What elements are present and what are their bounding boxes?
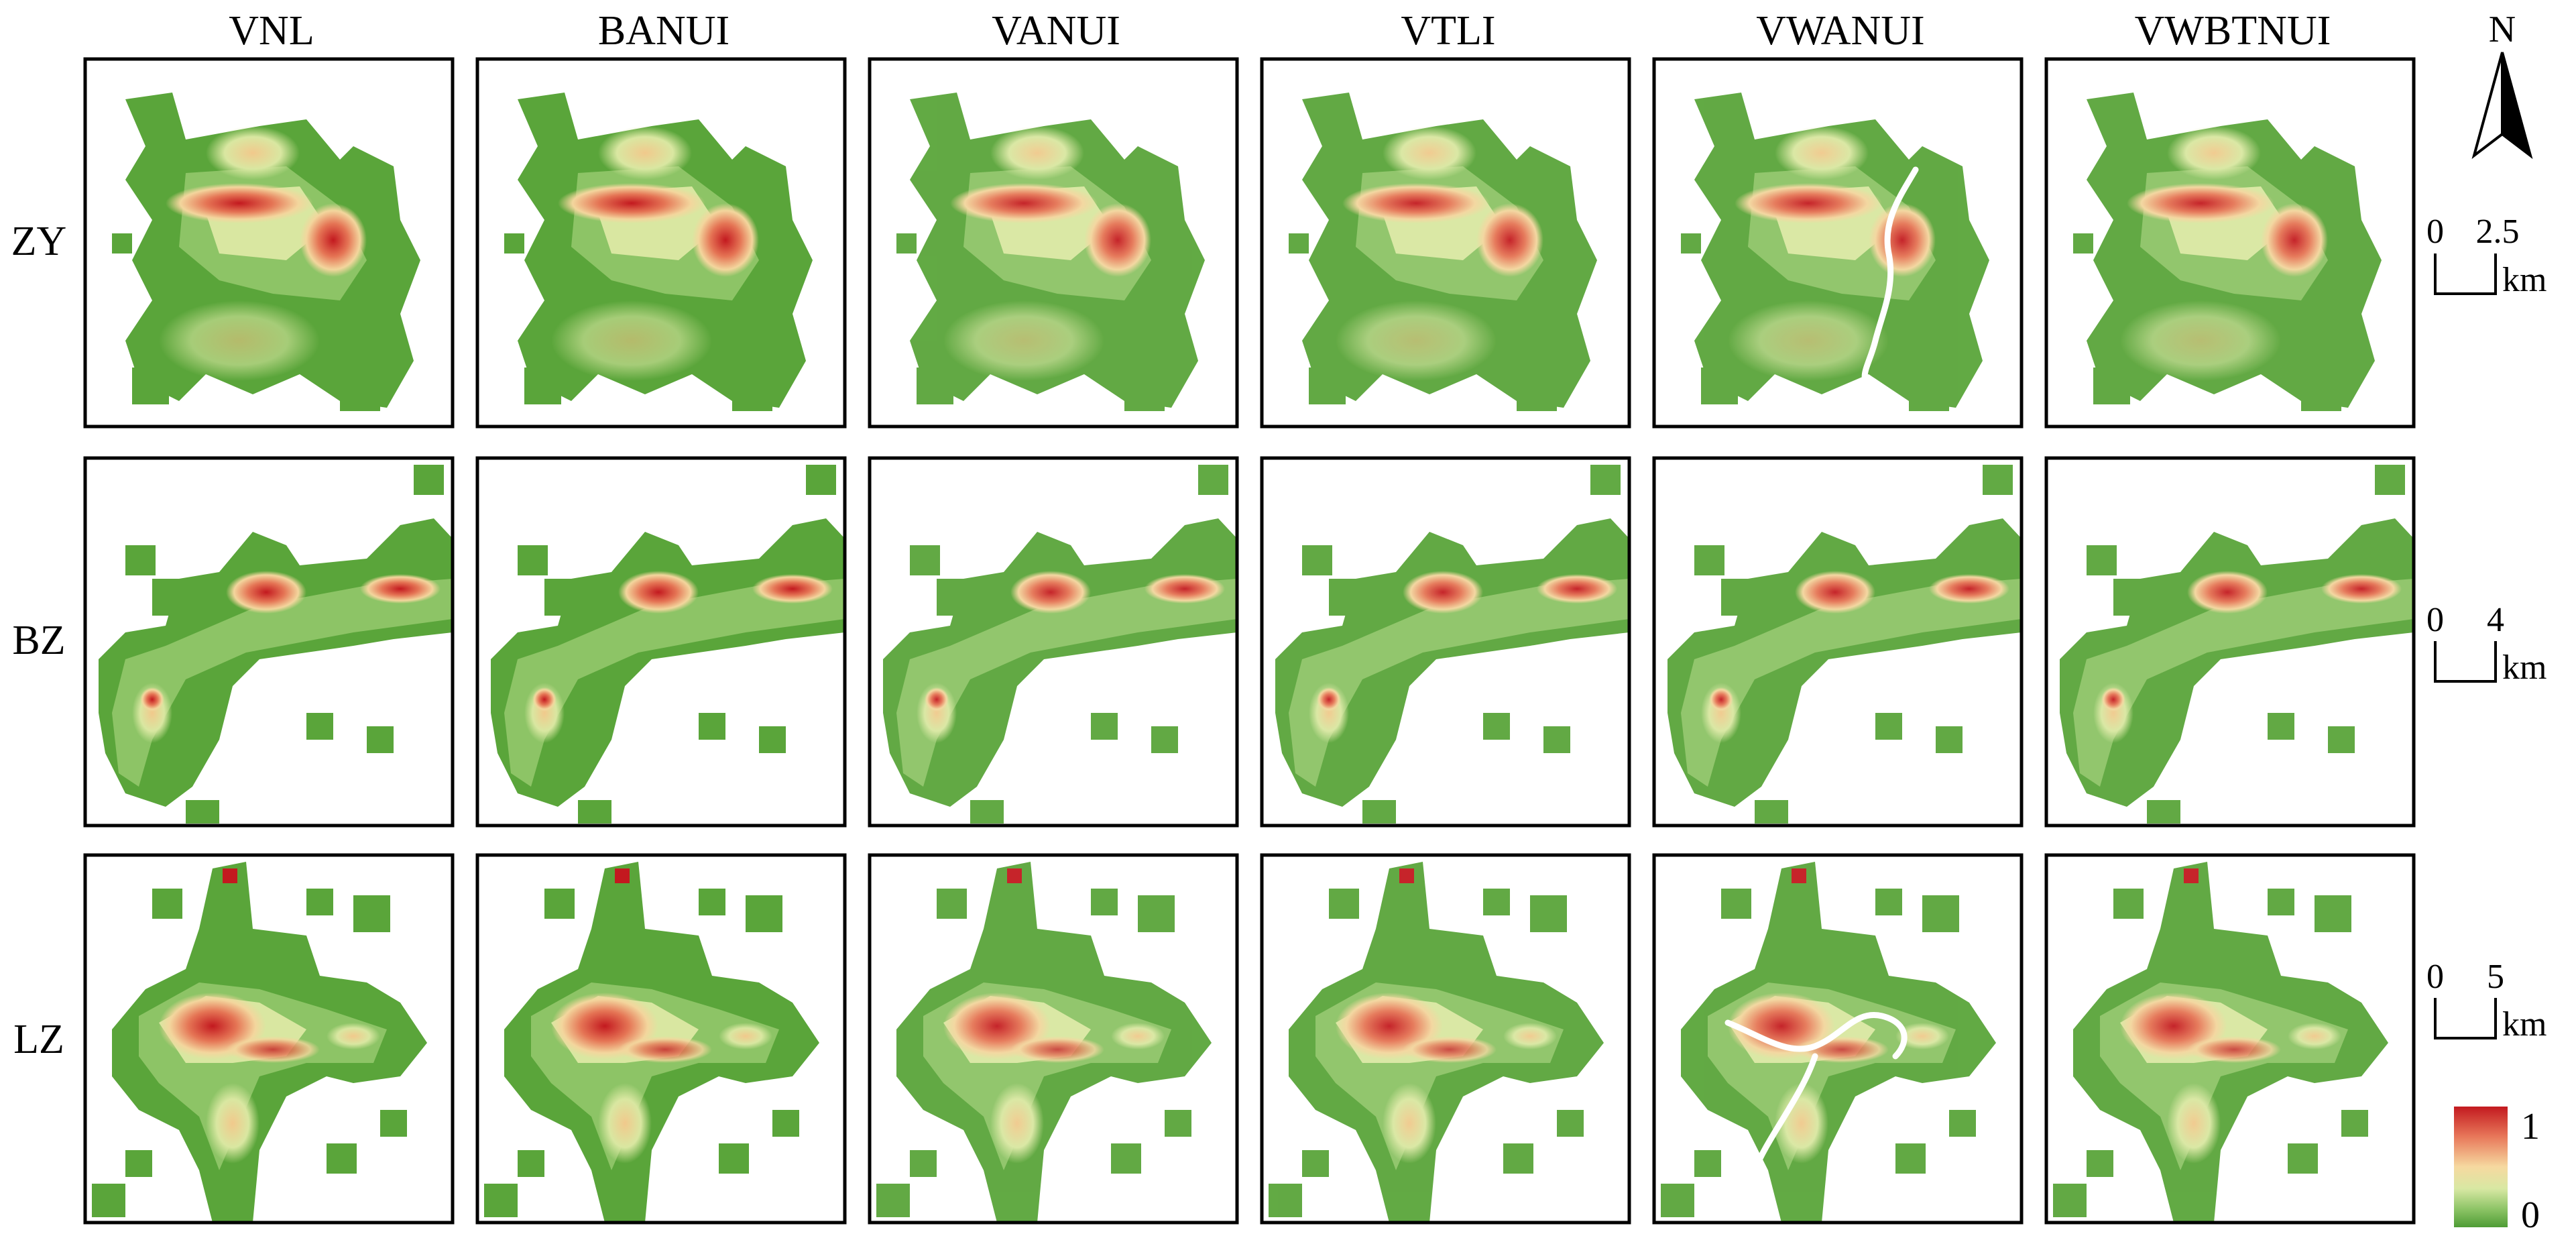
scale-unit-zy: km bbox=[2502, 261, 2546, 299]
scale-bar-line-lz bbox=[2434, 998, 2497, 1039]
map-panel-zy-banui bbox=[475, 57, 847, 429]
map-panel-bz-vwanui bbox=[1652, 456, 2024, 828]
map-panel-zy-vnl bbox=[83, 57, 455, 429]
scale-zero-lz: 0 bbox=[2426, 958, 2444, 996]
scale-bar-bz: 0 4 km bbox=[2426, 601, 2546, 687]
map-panel-bz-vanui bbox=[868, 456, 1239, 828]
scale-unit-bz: km bbox=[2502, 649, 2546, 687]
map-panel-bz-vnl bbox=[83, 456, 455, 828]
map-panel-lz-vwanui bbox=[1652, 853, 2024, 1225]
map-panel-zy-vwanui bbox=[1652, 57, 2024, 429]
map-panel-zy-vtli bbox=[1260, 57, 1631, 429]
column-label-vnl: VNL bbox=[229, 8, 314, 54]
north-label: N bbox=[2489, 9, 2516, 50]
north-arrow: N bbox=[2471, 9, 2533, 160]
river-mask bbox=[1711, 1012, 1908, 1223]
scale-bar-zy: 0 2.5 km bbox=[2426, 213, 2546, 299]
scale-value-bz: 4 bbox=[2487, 601, 2504, 639]
column-headers: VNL BANUI VANUI VTLI VWANUI VWBTNUI bbox=[229, 8, 2331, 54]
panel-frame bbox=[1652, 853, 2024, 1225]
column-label-vwbtnui: VWBTNUI bbox=[2135, 8, 2331, 54]
legend-ramp bbox=[2454, 1107, 2508, 1227]
row-labels: ZY BZ LZ bbox=[11, 219, 67, 1062]
panel-frame bbox=[868, 853, 1239, 1225]
column-label-vtli: VTLI bbox=[1401, 8, 1495, 54]
panel-frame bbox=[868, 57, 1239, 429]
panel-frame bbox=[1260, 853, 1631, 1225]
panel-frame bbox=[868, 456, 1239, 828]
row-label-lz: LZ bbox=[13, 1017, 64, 1062]
scale-unit-lz: km bbox=[2502, 1005, 2546, 1044]
map-panel-zy-vanui bbox=[868, 57, 1239, 429]
panel-frame bbox=[1260, 57, 1631, 429]
map-panel-lz-vwbtnui bbox=[2044, 853, 2416, 1225]
row-label-bz: BZ bbox=[12, 618, 65, 663]
map-panel-lz-vtli bbox=[1260, 853, 1631, 1225]
scale-zero-zy: 0 bbox=[2426, 213, 2444, 251]
scale-bar-line-bz bbox=[2434, 641, 2497, 683]
panel-frame bbox=[2044, 853, 2416, 1225]
map-panel-bz-banui bbox=[475, 456, 847, 828]
panel-frame bbox=[2044, 456, 2416, 828]
scale-bar-lz: 0 5 km bbox=[2426, 958, 2546, 1044]
map-panel-bz-vtli bbox=[1260, 456, 1631, 828]
panel-frame bbox=[1260, 456, 1631, 828]
map-grid bbox=[83, 57, 2416, 1225]
map-panel-lz-vnl bbox=[83, 853, 455, 1225]
scale-value-lz: 5 bbox=[2487, 958, 2504, 996]
panel-frame bbox=[2044, 57, 2416, 429]
river-mask bbox=[1861, 166, 1919, 391]
column-label-vanui: VANUI bbox=[992, 8, 1120, 54]
panel-frame bbox=[475, 57, 847, 429]
scale-zero-bz: 0 bbox=[2426, 601, 2444, 639]
column-label-vwanui: VWANUI bbox=[1756, 8, 1924, 54]
scale-value-zy: 2.5 bbox=[2476, 213, 2520, 251]
north-arrow-icon bbox=[2471, 52, 2533, 160]
color-legend: 1 0 bbox=[2454, 1106, 2540, 1236]
legend-max-label: 1 bbox=[2521, 1106, 2540, 1147]
panel-frame bbox=[1652, 57, 2024, 429]
row-label-zy: ZY bbox=[11, 219, 67, 264]
map-panel-zy-vwbtnui bbox=[2044, 57, 2416, 429]
panel-frame bbox=[83, 456, 455, 828]
map-panel-lz-vanui bbox=[868, 853, 1239, 1225]
panel-frame bbox=[83, 853, 455, 1225]
legend-min-label: 0 bbox=[2521, 1194, 2540, 1236]
panel-frame bbox=[475, 456, 847, 828]
scale-bar-line-zy bbox=[2434, 253, 2497, 295]
column-label-banui: BANUI bbox=[598, 8, 729, 54]
map-panel-bz-vwbtnui bbox=[2044, 456, 2416, 828]
panel-frame bbox=[475, 853, 847, 1225]
panel-frame bbox=[83, 57, 455, 429]
map-panel-lz-banui bbox=[475, 853, 847, 1225]
panel-frame bbox=[1652, 456, 2024, 828]
